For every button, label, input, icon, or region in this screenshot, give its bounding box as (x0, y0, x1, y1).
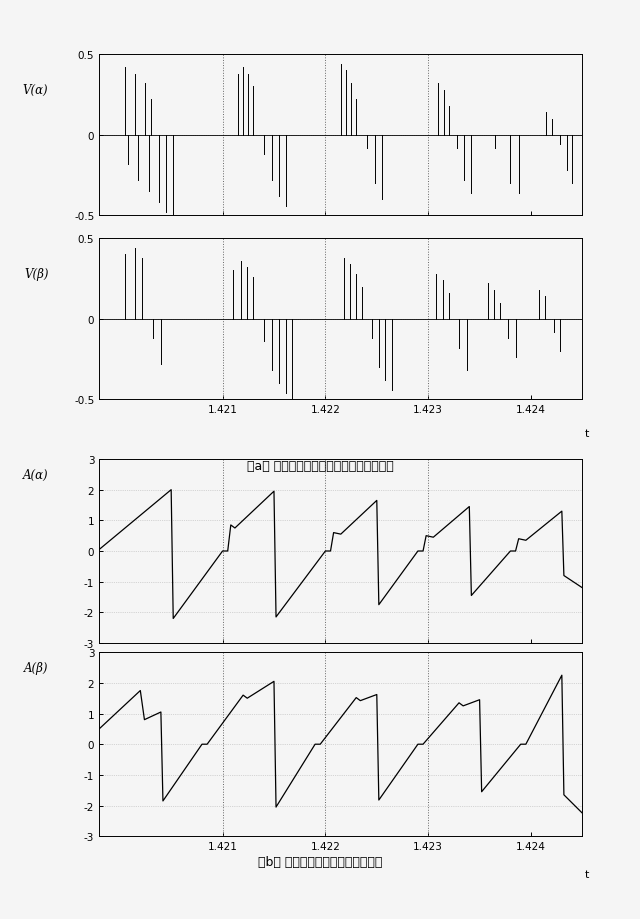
Text: t: t (585, 869, 589, 879)
Text: V(β): V(β) (24, 267, 49, 281)
Text: （b） 結果としてもたらされる電流: （b） 結果としてもたらされる電流 (258, 856, 382, 868)
Text: （a） 印加された等価な回転電圧パターン: （a） 印加された等価な回転電圧パターン (246, 460, 394, 472)
Text: V(α): V(α) (23, 85, 49, 97)
Text: A(β): A(β) (24, 662, 49, 675)
Text: t: t (585, 428, 589, 438)
Text: A(α): A(α) (23, 469, 49, 482)
